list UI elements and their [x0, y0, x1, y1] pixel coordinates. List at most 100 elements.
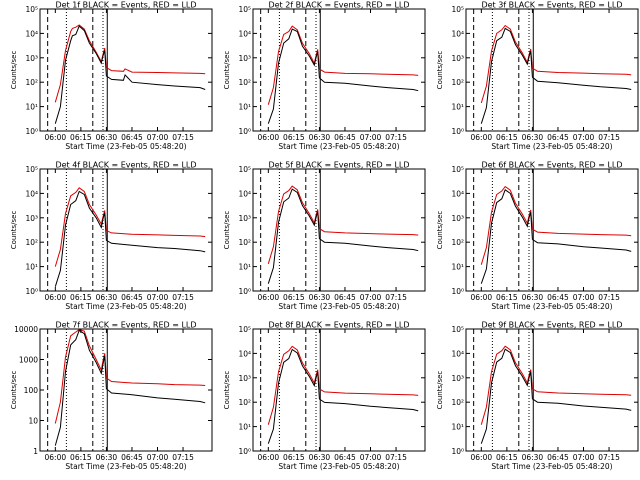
- x-tick-label: 06:45: [121, 293, 143, 302]
- lld-series-line: [54, 24, 206, 103]
- plot-frame: [39, 328, 213, 452]
- lld-series-line: [267, 345, 419, 425]
- y-tick-label: 10⁴: [238, 29, 251, 38]
- x-tick-label: 07:15: [172, 133, 194, 142]
- x-tick-label: 06:30: [96, 453, 118, 462]
- events-series-line: [480, 27, 632, 124]
- x-tick-label: 06:00: [471, 133, 493, 142]
- y-tick-label: 10000: [14, 325, 38, 334]
- y-tick-label: 10⁵: [451, 5, 464, 14]
- lld-series-line: [480, 345, 632, 425]
- lld-series-line: [480, 24, 632, 104]
- x-tick-label: 06:15: [70, 133, 92, 142]
- y-axis-label: Counts/sec: [10, 371, 18, 410]
- y-tick-label: 10²: [238, 78, 251, 87]
- y-axis-label: Counts/sec: [436, 371, 444, 410]
- x-tick-label: 07:15: [172, 293, 194, 302]
- y-tick-label: 10⁰: [238, 127, 251, 136]
- x-tick-label: 06:00: [471, 453, 493, 462]
- x-tick-label: 06:45: [121, 453, 143, 462]
- y-tick-label: 10²: [25, 238, 38, 247]
- events-series-line: [54, 329, 206, 446]
- y-axis-label: Counts/sec: [436, 51, 444, 90]
- x-tick-label: 06:30: [96, 293, 118, 302]
- x-axis-label: Start Time (23-Feb-05 05:48:20): [65, 462, 186, 471]
- lld-series-line: [54, 329, 206, 424]
- panel-title: Det 3f BLACK = Events, RED = LLD: [481, 1, 622, 10]
- panel-title: Det 4f BLACK = Events, RED = LLD: [55, 161, 196, 170]
- y-axis-label: Counts/sec: [223, 371, 231, 410]
- y-tick-label: 10²: [238, 398, 251, 407]
- y-axis-label: Counts/sec: [223, 211, 231, 250]
- y-tick-label: 10⁵: [238, 325, 251, 334]
- x-tick-label: 06:45: [334, 293, 356, 302]
- events-series-line: [267, 348, 419, 444]
- x-tick-label: 06:15: [496, 133, 518, 142]
- y-tick-label: 10⁴: [451, 29, 464, 38]
- events-series-line: [267, 28, 419, 124]
- x-tick-label: 06:00: [45, 453, 67, 462]
- y-tick-label: 10³: [238, 374, 251, 383]
- y-tick-label: 10⁰: [238, 447, 251, 456]
- x-tick-label: 07:15: [172, 453, 194, 462]
- plot-frame: [252, 328, 426, 452]
- y-tick-label: 10⁰: [25, 127, 38, 136]
- x-tick-label: 06:15: [283, 293, 305, 302]
- x-tick-label: 06:00: [45, 133, 67, 142]
- x-tick-label: 06:30: [522, 453, 544, 462]
- events-series-line: [480, 189, 632, 284]
- x-tick-label: 06:45: [334, 133, 356, 142]
- y-tick-label: 10⁰: [25, 287, 38, 296]
- panel-title: Det 8f BLACK = Events, RED = LLD: [268, 321, 409, 330]
- x-tick-label: 07:00: [360, 293, 382, 302]
- x-tick-label: 07:15: [598, 453, 620, 462]
- y-tick-label: 10³: [451, 214, 464, 223]
- lld-series-line: [267, 185, 419, 264]
- y-tick-label: 10²: [25, 78, 38, 87]
- y-tick-label: 10⁰: [451, 447, 464, 456]
- x-tick-label: 06:15: [496, 293, 518, 302]
- x-tick-label: 06:45: [547, 293, 569, 302]
- y-tick-label: 10¹: [451, 423, 464, 432]
- y-tick-label: 10³: [25, 54, 38, 63]
- x-tick-label: 06:30: [309, 133, 331, 142]
- panel-title: Det 7f BLACK = Events, RED = LLD: [55, 321, 196, 330]
- x-tick-label: 06:15: [283, 453, 305, 462]
- plot-frame: [465, 8, 639, 132]
- x-tick-label: 06:15: [70, 453, 92, 462]
- y-tick-label: 10¹: [451, 263, 464, 272]
- y-tick-label: 1000: [19, 356, 38, 365]
- x-tick-label: 06:15: [496, 453, 518, 462]
- y-tick-label: 10⁴: [451, 189, 464, 198]
- x-tick-label: 07:00: [147, 293, 169, 302]
- y-tick-label: 10¹: [451, 103, 464, 112]
- x-tick-label: 07:15: [385, 133, 407, 142]
- y-tick-label: 10⁵: [451, 165, 464, 174]
- y-tick-label: 1: [33, 447, 38, 456]
- y-tick-label: 10¹: [238, 263, 251, 272]
- panel-det8f: Det 8f BLACK = Events, RED = LLD 06:00 06:…: [223, 321, 426, 471]
- y-tick-label: 10¹: [25, 103, 38, 112]
- y-tick-label: 10²: [451, 398, 464, 407]
- y-tick-label: 10²: [451, 238, 464, 247]
- panel-title: Det 9f BLACK = Events, RED = LLD: [481, 321, 622, 330]
- panel-title: Det 2f BLACK = Events, RED = LLD: [268, 1, 409, 10]
- y-tick-label: 10²: [451, 78, 464, 87]
- x-tick-label: 06:15: [283, 133, 305, 142]
- events-series-line: [54, 190, 206, 287]
- x-tick-label: 06:45: [121, 133, 143, 142]
- y-tick-label: 10⁵: [25, 165, 38, 174]
- y-tick-label: 10³: [451, 374, 464, 383]
- y-axis-label: Counts/sec: [223, 51, 231, 90]
- events-series-line: [267, 188, 419, 284]
- plot-frame: [465, 168, 639, 292]
- x-tick-label: 06:00: [258, 453, 280, 462]
- y-tick-label: 10⁴: [25, 189, 38, 198]
- y-tick-label: 10¹: [25, 263, 38, 272]
- y-tick-label: 10⁵: [238, 165, 251, 174]
